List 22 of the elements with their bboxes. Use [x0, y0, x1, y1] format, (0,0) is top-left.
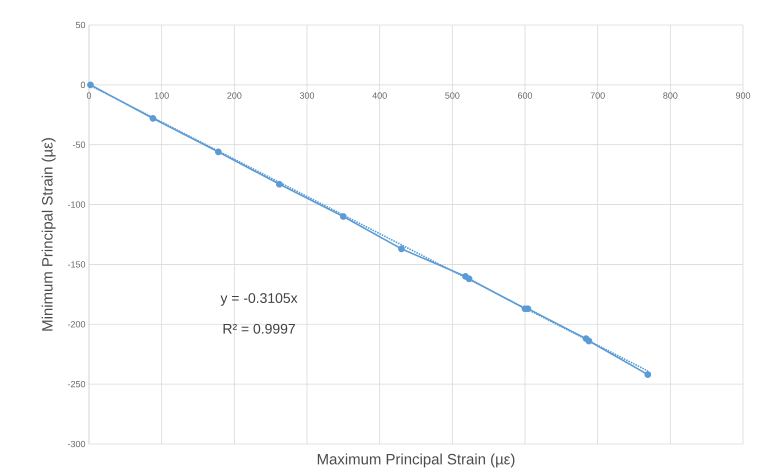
x-tick-label: 400 [372, 92, 387, 99]
y-tick-label: -300 [68, 440, 86, 448]
x-tick-label: 0 [86, 92, 92, 99]
x-tick-label: 900 [736, 92, 750, 99]
x-tick-label: 600 [518, 92, 532, 99]
x-tick-label: 300 [300, 92, 314, 99]
y-tick-label: -250 [68, 380, 86, 388]
annotation: y = -0.3105x [220, 293, 298, 306]
x-tick-label: 700 [590, 92, 605, 99]
x-tick-label: 100 [154, 92, 169, 99]
x-tick-label: 200 [227, 92, 242, 99]
x-tick-label: 500 [445, 92, 460, 99]
y-axis-title: Minimum Principal Strain (µε) [42, 138, 56, 331]
annotation: R² = 0.9997 [224, 324, 295, 334]
y-tick-label: -200 [68, 321, 86, 328]
y-tick-label: 0 [80, 82, 86, 88]
y-tick-label: -100 [68, 201, 86, 208]
y-tick-label: -50 [72, 142, 86, 148]
y-tick-label: 50 [76, 22, 86, 28]
x-tick-label: 800 [663, 92, 678, 99]
y-tick-label: -150 [68, 261, 86, 268]
x-axis-title: Maximum Principal Strain (µε) [318, 453, 514, 468]
